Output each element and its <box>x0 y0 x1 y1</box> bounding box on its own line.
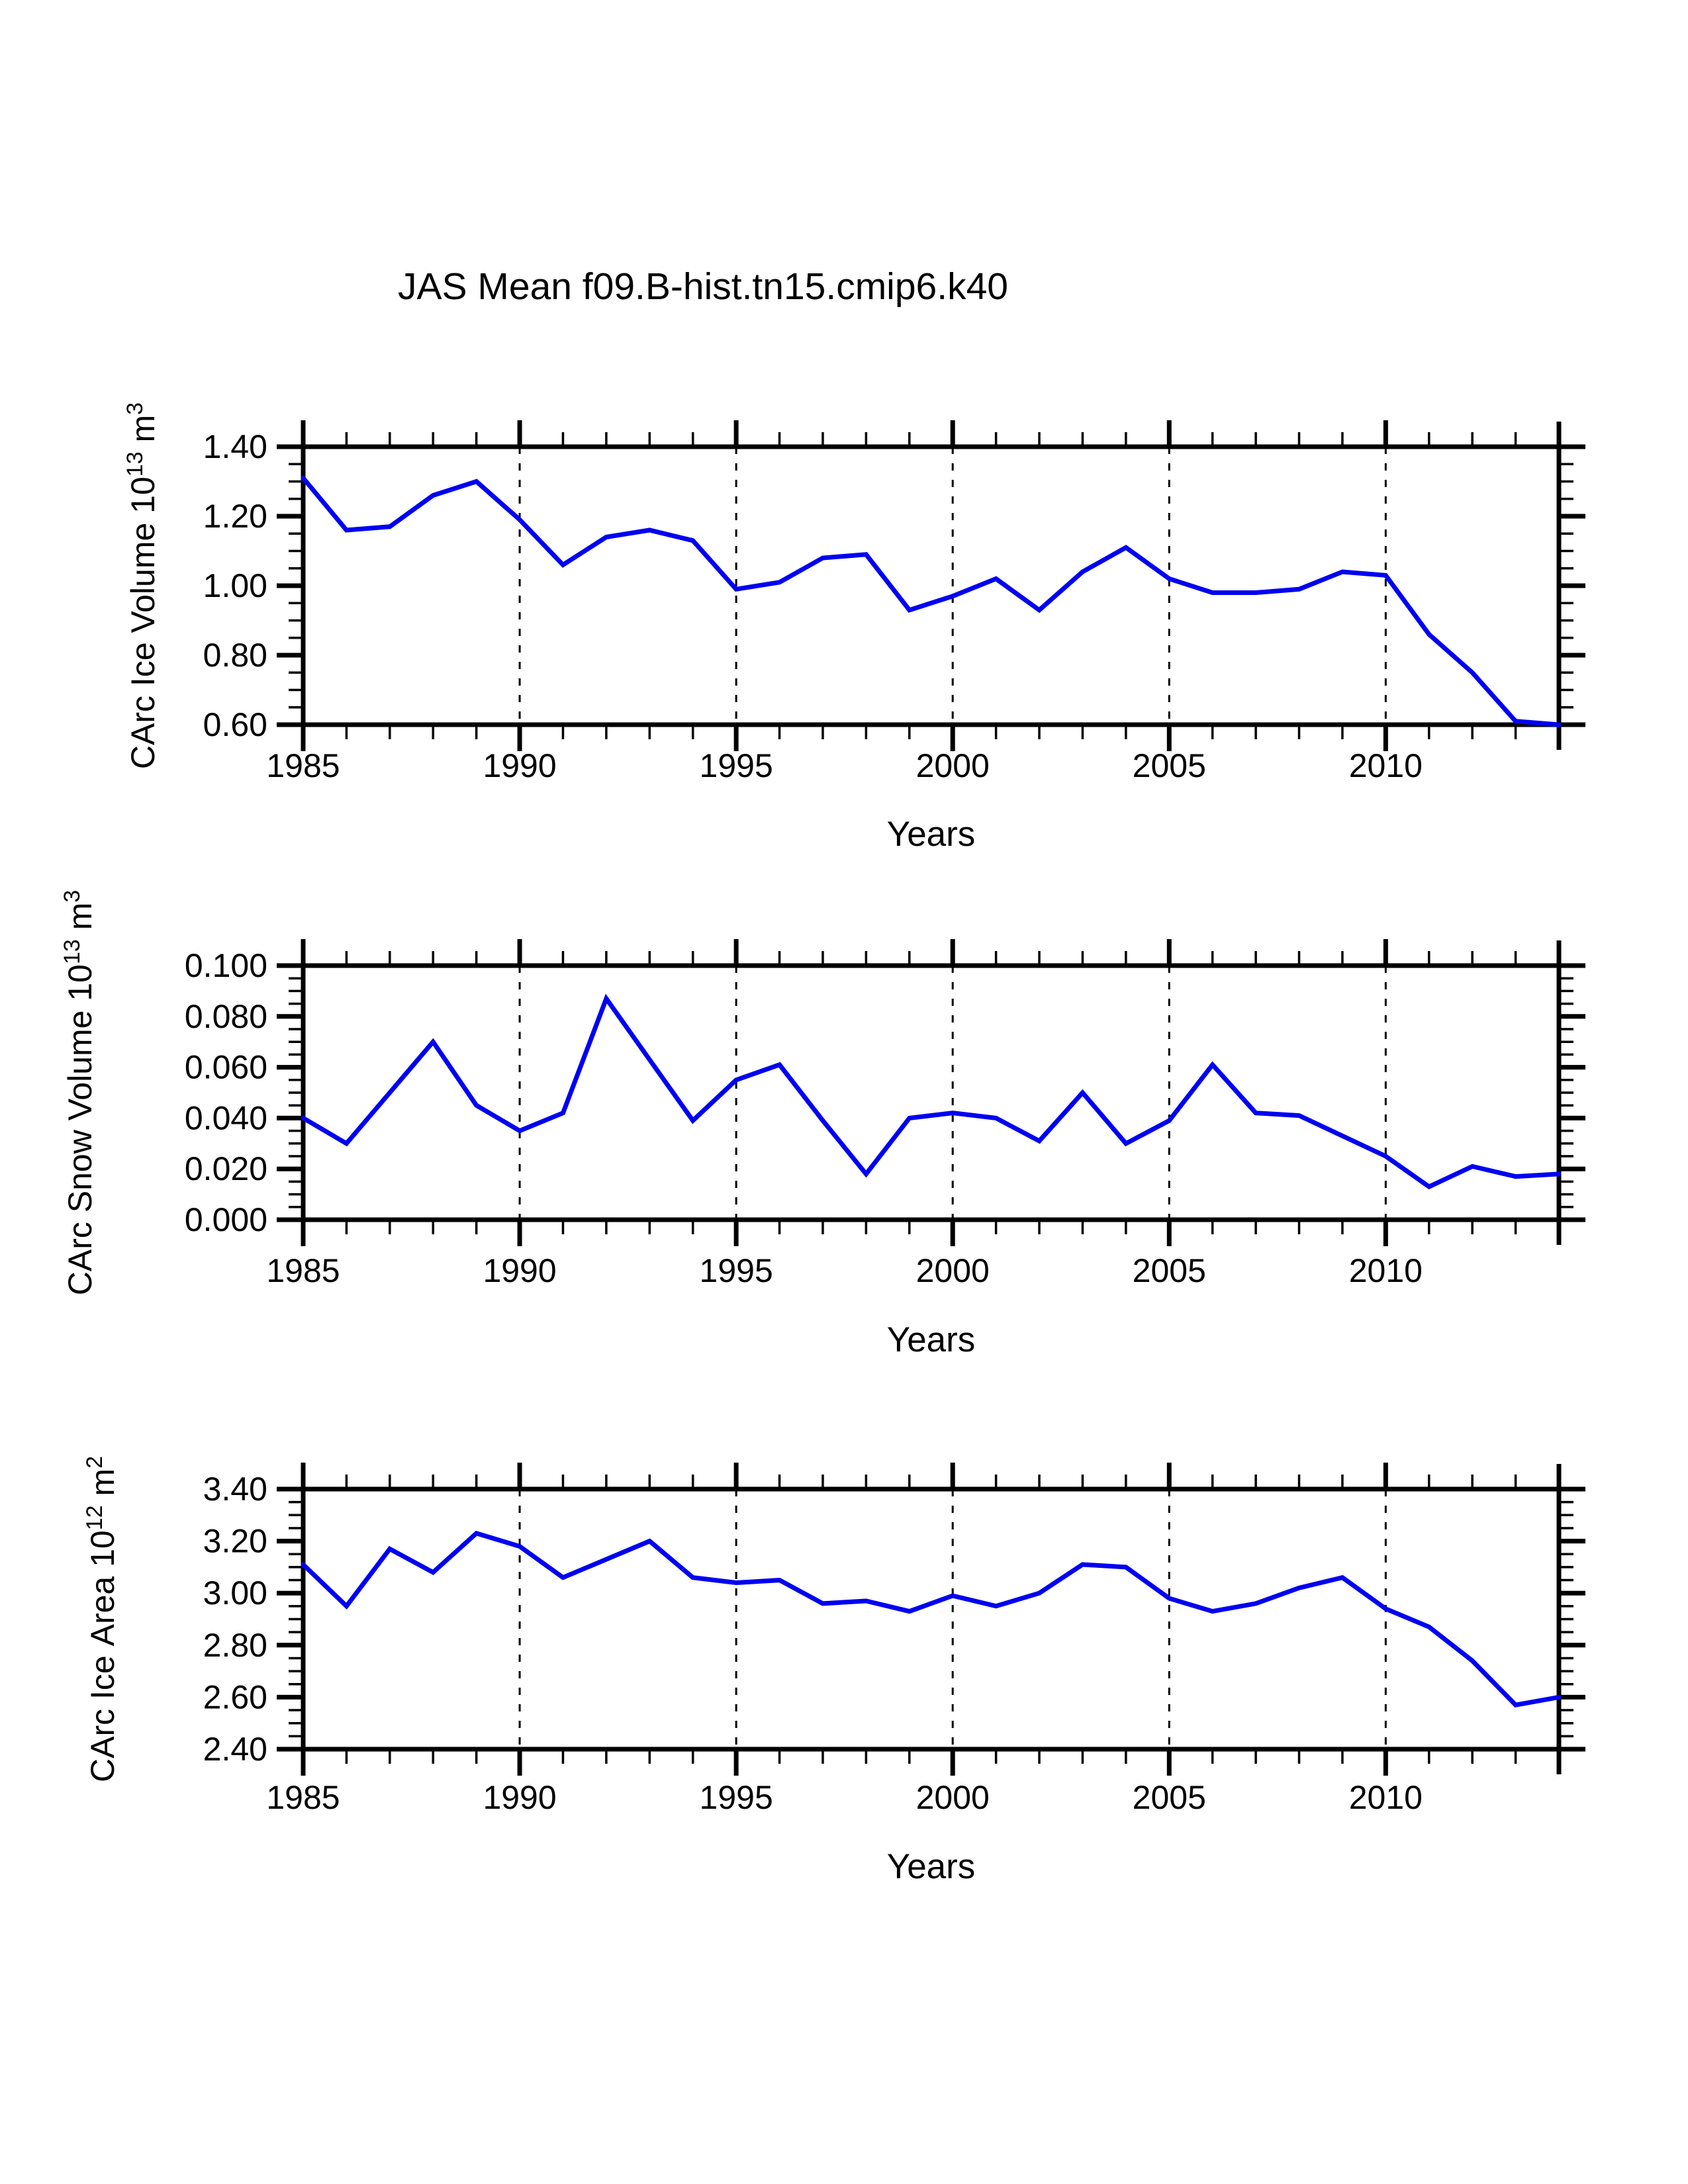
panel-ice-area: 1985 1990 1995 2000 2005 2010 2.40 2.60 2.80 3.00… <box>82 1456 1585 1886</box>
x-tick-label: 2005 <box>1133 747 1206 784</box>
panel-snow-volume: 1985 1990 1995 2000 2005 2010 0.000 0.020 0.040 0… <box>60 890 1585 1359</box>
x-tick-label: 2000 <box>916 1252 990 1289</box>
x-tick-label: 2000 <box>916 747 990 784</box>
x-tick-label: 2010 <box>1349 1779 1423 1816</box>
y-tick-label: 2.60 <box>203 1678 267 1715</box>
series-line-ice-volume <box>301 475 1562 727</box>
x-tick-label: 1990 <box>483 1252 556 1289</box>
x-axis-title: Years <box>887 815 976 854</box>
y-tick-label: 0.80 <box>203 637 267 674</box>
y-tick-label: 1.00 <box>203 567 267 604</box>
y-tick-label: 0.040 <box>185 1099 267 1136</box>
x-tick-label: 2010 <box>1349 1252 1423 1289</box>
x-tick-label: 1990 <box>483 747 556 784</box>
x-tick-label: 1985 <box>266 1779 340 1816</box>
y-tick-label: 0.060 <box>185 1049 267 1086</box>
x-axis-title: Years <box>887 1320 976 1359</box>
x-tick-label: 2010 <box>1349 747 1423 784</box>
x-tick-label: 2005 <box>1133 1252 1206 1289</box>
y-axis-title-ice-volume: CArc Ice Volume 1013 m3 <box>122 402 162 769</box>
panel-ice-volume: 1985 1990 1995 2000 2005 2010 0.60 0.80 1.00 1.20… <box>122 402 1585 854</box>
x-tick-label: 1985 <box>266 747 340 784</box>
y-tick-label: 1.40 <box>203 428 267 465</box>
y-tick-label: 0.100 <box>185 947 267 984</box>
y-tick-label: 0.080 <box>185 998 267 1035</box>
x-tick-label: 1995 <box>700 1252 773 1289</box>
x-tick-label: 2000 <box>916 1779 990 1816</box>
series-line-snow-volume <box>301 993 1562 1190</box>
x-tick-label: 1985 <box>266 1252 340 1289</box>
y-tick-label: 0.60 <box>203 706 267 743</box>
y-tick-label: 2.40 <box>203 1731 267 1768</box>
y-axis-title-ice-area: CArc Ice Area 1012 m2 <box>82 1456 121 1782</box>
chart-title: JAS Mean f09.B-hist.tn15.cmip6.k40 <box>398 265 1008 308</box>
y-tick-label: 1.20 <box>203 498 267 535</box>
series-line-ice-area <box>301 1530 1562 1707</box>
y-tick-label: 3.40 <box>203 1471 267 1508</box>
y-axis-title-snow-volume: CArc Snow Volume 1013 m3 <box>60 890 99 1296</box>
y-tick-label: 3.00 <box>203 1574 267 1612</box>
y-tick-label: 2.80 <box>203 1627 267 1664</box>
x-tick-label: 1995 <box>700 747 773 784</box>
x-tick-label: 1995 <box>700 1779 773 1816</box>
x-tick-label: 2005 <box>1133 1779 1206 1816</box>
y-tick-label: 0.020 <box>185 1150 267 1187</box>
y-tick-label: 3.20 <box>203 1523 267 1560</box>
y-tick-label: 0.000 <box>185 1201 267 1238</box>
x-axis-title: Years <box>887 1847 976 1886</box>
x-tick-label: 1990 <box>483 1779 556 1816</box>
